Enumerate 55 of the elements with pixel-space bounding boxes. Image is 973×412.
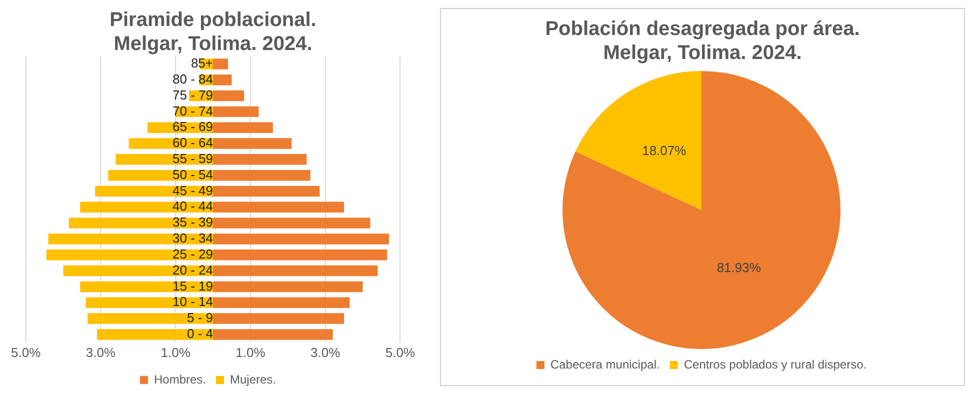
y-tick-label: 50 - 54: [172, 166, 213, 182]
bar: [213, 186, 320, 197]
bar: [63, 265, 213, 276]
y-tick-label: 15 - 19: [172, 278, 213, 294]
bar: [213, 170, 310, 181]
y-tick-label: 45 - 49: [172, 182, 213, 198]
bar: [213, 250, 388, 260]
bar: [213, 313, 344, 324]
chart-title: Población desagregada por área. Melgar, Tolima. 2024.: [544, 17, 861, 65]
bar: [46, 250, 213, 260]
y-tick-label: 75 - 79: [172, 87, 213, 102]
bar: [213, 154, 307, 165]
x-tick-label: 1.0%: [160, 344, 191, 360]
y-tick-label: 20 - 24: [172, 262, 213, 278]
bar: [213, 218, 370, 228]
legend-label: Mujeres.: [230, 372, 276, 386]
bar: [213, 329, 333, 340]
legend-label: Hombres.: [154, 372, 206, 386]
y-tick-label: 30 - 34: [172, 230, 213, 246]
y-tick-label: 40 - 44: [172, 198, 213, 214]
y-tick-label: 35 - 39: [172, 214, 213, 230]
y-tick-label: 0 - 4: [186, 326, 213, 342]
legend-label: Centros poblados y rural disperso.: [684, 357, 867, 372]
bar: [213, 106, 259, 118]
x-tick-label: 3.0%: [86, 344, 116, 360]
y-tick-label: 55 - 59: [172, 151, 213, 166]
bar: [213, 265, 378, 276]
chart-title: Piramide poblacional. Melgar, Tolima. 2024.: [108, 8, 318, 56]
bar: [213, 58, 228, 70]
y-tick-label: 5 - 9: [186, 310, 213, 326]
data-label: 18.07%: [642, 142, 687, 158]
y-tick-label: 60 - 64: [172, 135, 213, 150]
bar: [213, 90, 244, 102]
data-label: 81.93%: [716, 260, 762, 276]
y-tick-label: 80 - 84: [172, 71, 213, 86]
bar: [213, 122, 273, 133]
y-tick-label: 10 - 14: [172, 294, 213, 310]
x-tick-label: 5.0%: [385, 344, 416, 360]
x-tick-label: 3.0%: [310, 344, 341, 360]
y-tick-label: 25 - 29: [172, 246, 213, 262]
x-tick-label: 1.0%: [236, 344, 266, 360]
legend-label: Cabecera municipal.: [550, 357, 660, 372]
bar: [86, 297, 213, 308]
bar: [213, 281, 363, 292]
bar: [213, 74, 232, 86]
bar: [213, 297, 350, 308]
bar: [88, 313, 213, 324]
bar: [213, 234, 389, 244]
bar: [213, 138, 292, 149]
bar: [213, 202, 344, 213]
bar: [96, 329, 213, 340]
x-tick-label: 5.0%: [10, 344, 42, 360]
y-tick-label: 65 - 69: [172, 119, 213, 134]
bar: [48, 234, 213, 244]
bar: [68, 218, 213, 228]
